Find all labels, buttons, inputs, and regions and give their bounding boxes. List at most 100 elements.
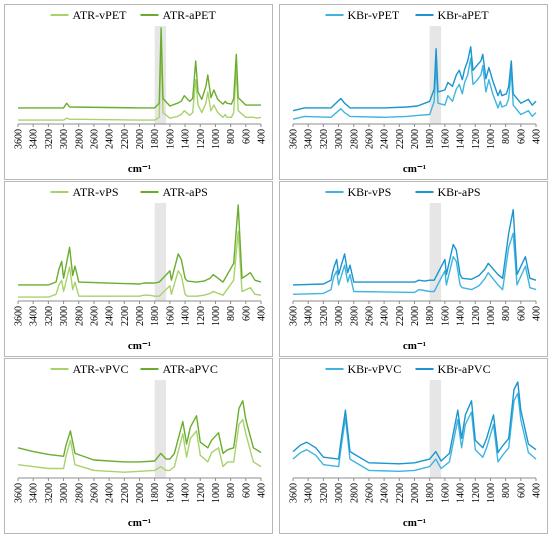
- legend: ATR-vPET ATR-aPET: [50, 8, 217, 22]
- x-tick-label: 400: [532, 129, 543, 144]
- panel-frame: [279, 4, 548, 180]
- chart-panel-atr-ps: 3600 3400 3200 3000 2800 2600 2400 2200 2000 1800…: [4, 181, 273, 357]
- x-tick-label: 600: [516, 129, 527, 144]
- series-line-kbr-apet: [292, 46, 537, 112]
- x-tick-label: 600: [241, 306, 252, 321]
- x-tick-label: 400: [257, 306, 268, 321]
- panel-frame: [279, 181, 548, 357]
- x-tick-label: 1000: [211, 129, 222, 149]
- x-tick-label: 2400: [105, 306, 116, 326]
- x-axis-label: cm⁻¹: [128, 517, 151, 529]
- series-line-kbr-vpet: [292, 57, 537, 120]
- legend-label-kbr-vpet: KBr-vPET: [348, 8, 400, 22]
- x-tick-label: 800: [501, 306, 512, 321]
- x-tick-label: 3000: [59, 129, 70, 149]
- x-tick-label: 1000: [211, 483, 222, 503]
- x-tick-label: 1800: [150, 129, 161, 149]
- x-tick-label: 1400: [181, 306, 192, 326]
- x-tick-label: 600: [241, 129, 252, 144]
- x-tick-label: 3400: [29, 306, 40, 326]
- x-tick-label: 1200: [471, 483, 482, 503]
- x-tick-label: 2200: [120, 483, 131, 503]
- highlight-band: [154, 380, 167, 478]
- chart-panel-kbr-ps: 3600 3400 3200 3000 2800 2600 2400 2200 2000 1800…: [279, 181, 548, 357]
- x-tick-label: 2800: [349, 483, 360, 503]
- x-tick-label: 400: [532, 306, 543, 321]
- legend: KBr-vPET KBr-aPET: [325, 8, 489, 22]
- x-tick-label: 2600: [89, 129, 100, 149]
- x-axis-label: cm⁻¹: [128, 340, 151, 352]
- series-line-atr-apet: [18, 27, 261, 109]
- series-line-kbr-apvc: [292, 381, 537, 465]
- x-axis-label: cm⁻¹: [128, 163, 151, 175]
- series-line-atr-aps: [18, 204, 262, 286]
- chart-panel-kbr-pvc: 3600 3400 3200 3000 2800 2600 2400 2200 2000 1800…: [279, 358, 548, 534]
- x-tick-label: 2200: [395, 483, 406, 503]
- x-tick-label: 1400: [181, 483, 192, 503]
- legend-label-kbr-apvc: KBr-aPVC: [438, 362, 491, 376]
- x-tick-label: 2600: [89, 306, 100, 326]
- legend-label-atr-vpvc: ATR-vPVC: [73, 362, 129, 376]
- x-tick-label: 2600: [364, 483, 375, 503]
- x-axis-label: cm⁻¹: [403, 517, 426, 529]
- x-tick-label: 1400: [456, 483, 467, 503]
- x-tick-label: 800: [501, 129, 512, 144]
- x-tick-label: 2600: [364, 306, 375, 326]
- x-tick-label: 1600: [165, 306, 176, 326]
- x-tick-label: 2600: [89, 483, 100, 503]
- series-line-atr-apvc: [17, 400, 262, 463]
- x-tick-label: 3200: [44, 129, 55, 149]
- x-tick-label: 3000: [59, 483, 70, 503]
- x-tick-label: 3200: [319, 129, 330, 149]
- series-line-atr-vpvc: [17, 418, 262, 473]
- legend-label-kbr-vpvc: KBr-vPVC: [348, 362, 402, 376]
- legend-label-atr-apet: ATR-aPET: [163, 8, 217, 22]
- x-tick-label: 1400: [456, 129, 467, 149]
- chart-panel-atr-pet: 3600 3400 3200 3000 2800 2600 2400 2200 2000 1800…: [4, 4, 273, 180]
- x-axis-label: cm⁻¹: [403, 340, 426, 352]
- x-tick-label: 1800: [425, 129, 436, 149]
- x-tick-label: 2000: [410, 483, 421, 503]
- panel-frame: [4, 358, 273, 534]
- x-tick-label: 1200: [471, 306, 482, 326]
- x-tick-label: 800: [226, 483, 237, 498]
- legend: KBr-vPS KBr-aPS: [325, 185, 481, 199]
- x-tick-label: 400: [532, 483, 543, 498]
- x-tick-label: 1600: [440, 483, 451, 503]
- legend-label-kbr-vps: KBr-vPS: [348, 185, 392, 199]
- x-tick-label: 3200: [44, 483, 55, 503]
- x-tick-label: 3000: [334, 306, 345, 326]
- x-tick-label: 1800: [425, 306, 436, 326]
- x-tick-label: 3400: [304, 483, 315, 503]
- x-tick-label: 600: [516, 483, 527, 498]
- x-tick-label: 2400: [380, 483, 391, 503]
- x-tick-label: 2400: [105, 129, 116, 149]
- x-tick-label: 400: [257, 129, 268, 144]
- x-tick-label: 2200: [395, 306, 406, 326]
- x-tick-label: 2000: [135, 129, 146, 149]
- x-axis-label: cm⁻¹: [403, 163, 426, 175]
- legend-label-atr-vps: ATR-vPS: [73, 185, 119, 199]
- x-tick-label: 2000: [410, 306, 421, 326]
- x-tick-label: 2800: [74, 483, 85, 503]
- legend-label-atr-vpet: ATR-vPET: [73, 8, 128, 22]
- x-tick-label: 1800: [150, 483, 161, 503]
- x-tick-label: 2000: [410, 129, 421, 149]
- legend-label-atr-aps: ATR-aPS: [163, 185, 208, 199]
- legend: ATR-vPS ATR-aPS: [50, 185, 208, 199]
- x-tick-label: 1000: [486, 129, 497, 149]
- series-line-kbr-vps: [292, 232, 537, 295]
- series-line-kbr-aps: [292, 209, 537, 286]
- x-tick-label: 2400: [380, 129, 391, 149]
- x-tick-label: 3400: [304, 306, 315, 326]
- x-tick-label: 800: [226, 306, 237, 321]
- x-tick-label: 1800: [150, 306, 161, 326]
- x-tick-label: 600: [241, 483, 252, 498]
- x-tick-label: 2000: [135, 306, 146, 326]
- x-tick-label: 3600: [289, 483, 300, 503]
- highlight-band: [154, 203, 167, 301]
- series-line-atr-vpet: [18, 48, 262, 121]
- x-tick-label: 1600: [165, 483, 176, 503]
